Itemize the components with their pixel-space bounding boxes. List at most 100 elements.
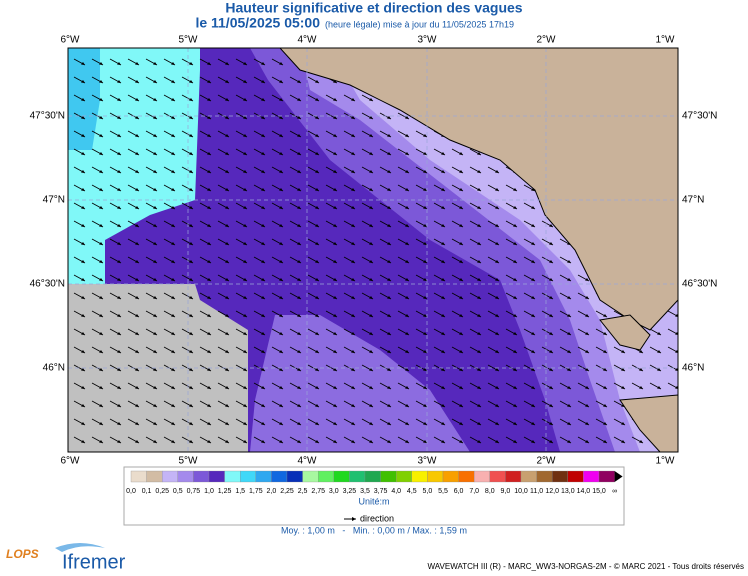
color-swatch — [520, 470, 537, 483]
axes: 6°W 6°W 5°W 5°W 4°W 4°W 3°W 3°W 2°W 2°W 1°W 1°W 47°3… — [30, 35, 718, 467]
lon-label-top: 4°W — [298, 35, 318, 46]
lops-logo: LOPS — [6, 547, 39, 561]
stats: Moy. : 1,00 m - Min. : 0,00 m / Max. : 1… — [281, 525, 467, 535]
colorbar-arrow — [614, 471, 623, 482]
colorbar-label: 10,0 — [514, 488, 528, 495]
colorbar-label: 3,0 — [329, 488, 339, 495]
color-swatch — [146, 470, 163, 483]
colorbar: 0,0 0,1 0,25 0,5 0,75 1,0 1,25 1,5 1,75 2,0 2,25 2,… — [126, 470, 623, 495]
lat-label-left: 47°30'N — [30, 111, 65, 122]
color-swatch — [567, 470, 584, 483]
colorbar-label: 6,0 — [454, 488, 464, 495]
lat-label-right: 47°30'N — [682, 111, 717, 122]
lat-label-right: 46°N — [682, 363, 704, 374]
lon-label-bottom: 4°W — [298, 456, 318, 467]
color-swatch — [162, 470, 178, 483]
colorbar-label: 1,75 — [249, 488, 263, 495]
colorbar-label: 0,5 — [173, 488, 183, 495]
lon-label-top: 2°W — [537, 35, 557, 46]
colorbar-label: 2,0 — [267, 488, 277, 495]
lat-label-left: 46°30'N — [30, 279, 65, 290]
colorbar-label: 4,5 — [407, 488, 417, 495]
lon-label-bottom: 5°W — [179, 456, 199, 467]
color-swatch — [224, 470, 241, 483]
colorbar-label: 9,0 — [501, 488, 511, 495]
color-swatch — [302, 470, 319, 483]
colorbar-label: 15,0 — [592, 488, 606, 495]
colorbar-label: 14,0 — [577, 488, 591, 495]
colorbar-label: 12,0 — [545, 488, 559, 495]
lon-label-bottom: 1°W — [656, 456, 676, 467]
lat-label-right: 46°30'N — [682, 279, 717, 290]
color-swatch — [318, 470, 334, 483]
colorbar-label: 2,5 — [298, 488, 308, 495]
lon-label-top: 3°W — [418, 35, 438, 46]
lon-label-bottom: 3°W — [418, 456, 438, 467]
direction-label: direction — [360, 513, 394, 523]
lat-label-left: 46°N — [43, 363, 65, 374]
colorbar-label: 3,75 — [374, 488, 388, 495]
color-swatch — [598, 470, 615, 483]
color-swatch — [458, 470, 475, 483]
lon-label-bottom: 2°W — [537, 456, 557, 467]
colorbar-label: 4,0 — [391, 488, 401, 495]
color-swatch — [411, 470, 428, 483]
color-swatch — [349, 470, 366, 483]
colorbar-label: 3,25 — [343, 488, 357, 495]
color-swatch — [177, 470, 194, 483]
date: le 11/05/2025 05:00 — [195, 15, 320, 31]
unit: Unité:m — [358, 496, 389, 506]
color-swatch — [333, 470, 350, 483]
color-swatch — [130, 470, 147, 483]
colorbar-label: 8,0 — [485, 488, 495, 495]
color-swatch — [536, 470, 553, 483]
color-swatch — [583, 470, 600, 483]
colorbar-label: 3,5 — [360, 488, 370, 495]
colorbar-label: 13,0 — [561, 488, 575, 495]
color-swatch — [396, 470, 412, 483]
colorbar-label: 1,25 — [218, 488, 232, 495]
color-swatch — [208, 470, 225, 483]
color-swatch — [255, 470, 272, 483]
color-swatch — [240, 470, 256, 483]
colorbar-label: 7,0 — [469, 488, 479, 495]
lat-label-right: 47°N — [682, 195, 704, 206]
colorbar-label: ∞ — [612, 488, 617, 495]
title: Hauteur significative et direction des v… — [225, 0, 522, 16]
color-swatch — [364, 470, 381, 483]
lon-label-top: 5°W — [179, 35, 199, 46]
colorbar-label: 0,75 — [187, 488, 201, 495]
color-swatch — [442, 470, 459, 483]
colorbar-label: 2,25 — [280, 488, 294, 495]
lat-label-left: 47°N — [43, 195, 65, 206]
colorbar-label: 11,0 — [530, 488, 543, 495]
color-swatch — [286, 470, 303, 483]
update-note: (heure légale) mise à jour du 11/05/2025… — [325, 19, 514, 29]
colorbar-label: 1,5 — [235, 488, 245, 495]
color-swatch — [489, 470, 506, 483]
colorbar-label: 0,0 — [126, 488, 136, 495]
color-swatch — [380, 470, 397, 483]
lon-label-bottom: 6°W — [61, 456, 81, 467]
map-frame — [67, 47, 679, 453]
lon-label-top: 6°W — [61, 35, 81, 46]
color-swatch — [474, 470, 490, 483]
footer: WAVEWATCH III (R) - MARC_WW3-NORGAS-2M -… — [428, 562, 744, 571]
colorbar-label: 5,5 — [438, 488, 448, 495]
colorbar-label: 2,75 — [311, 488, 325, 495]
colorbar-label: 1,0 — [204, 488, 214, 495]
colorbar-label: 0,1 — [142, 488, 152, 495]
color-swatch — [552, 470, 568, 483]
color-swatch — [193, 470, 210, 483]
colorbar-label: 0,25 — [155, 488, 169, 495]
lon-label-top: 1°W — [656, 35, 676, 46]
color-swatch — [427, 470, 444, 483]
colorbar-label: 5,0 — [423, 488, 433, 495]
map — [68, 48, 678, 452]
color-swatch — [271, 470, 288, 483]
direction-arrowhead — [352, 517, 356, 521]
ifremer-swoosh — [55, 543, 105, 552]
ifremer-logo: Ifremer — [62, 551, 126, 573]
color-swatch — [505, 470, 522, 483]
